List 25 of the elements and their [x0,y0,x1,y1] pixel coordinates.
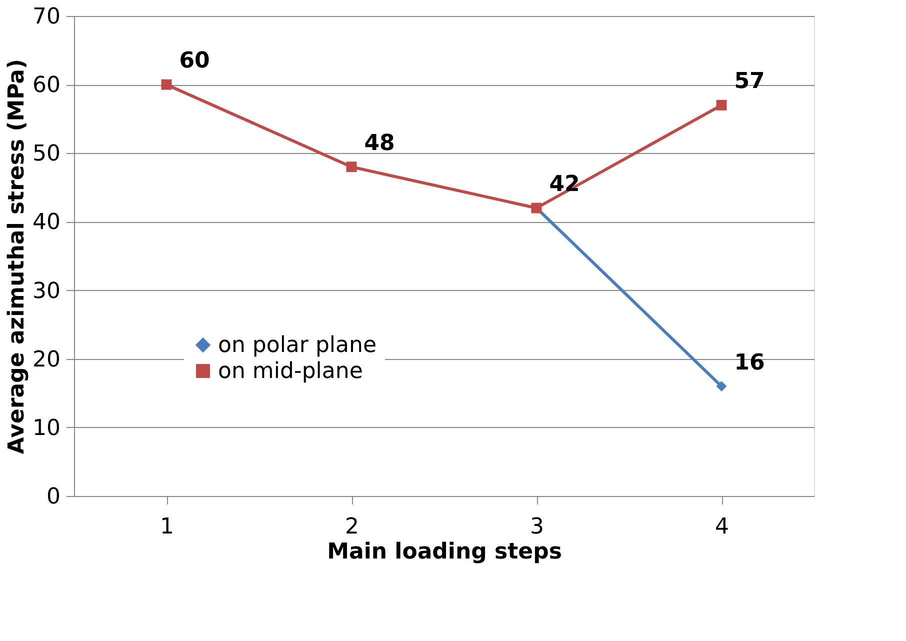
x-tick-label: 2 [345,514,359,540]
x-tick-label: 1 [160,514,174,540]
y-axis-title: Average azimuthal stress (MPa) [4,58,30,454]
y-tick-label: 50 [32,142,60,167]
y-tick-label: 20 [32,347,60,372]
legend-label: on polar plane [218,333,376,358]
legend-label: on mid-plane [218,359,363,384]
data-label: 48 [364,130,395,156]
data-label: 57 [734,69,765,94]
data-label: 42 [549,172,580,197]
y-tick-label: 60 [32,73,60,98]
y-tick-label: 30 [32,278,60,304]
data-label: 16 [734,350,765,376]
point [716,381,727,392]
data-label: 60 [179,48,210,74]
x-tick-label: 4 [715,514,729,540]
y-tick-label: 70 [32,4,60,30]
y-tick-label: 0 [46,484,60,510]
y-tick-label: 40 [32,210,60,236]
point [161,79,172,90]
x-tick-label: 3 [530,514,544,540]
y-tick-label: 10 [32,416,60,441]
point [716,100,727,110]
x-axis-title: Main loading steps [327,540,562,564]
point [346,162,357,172]
